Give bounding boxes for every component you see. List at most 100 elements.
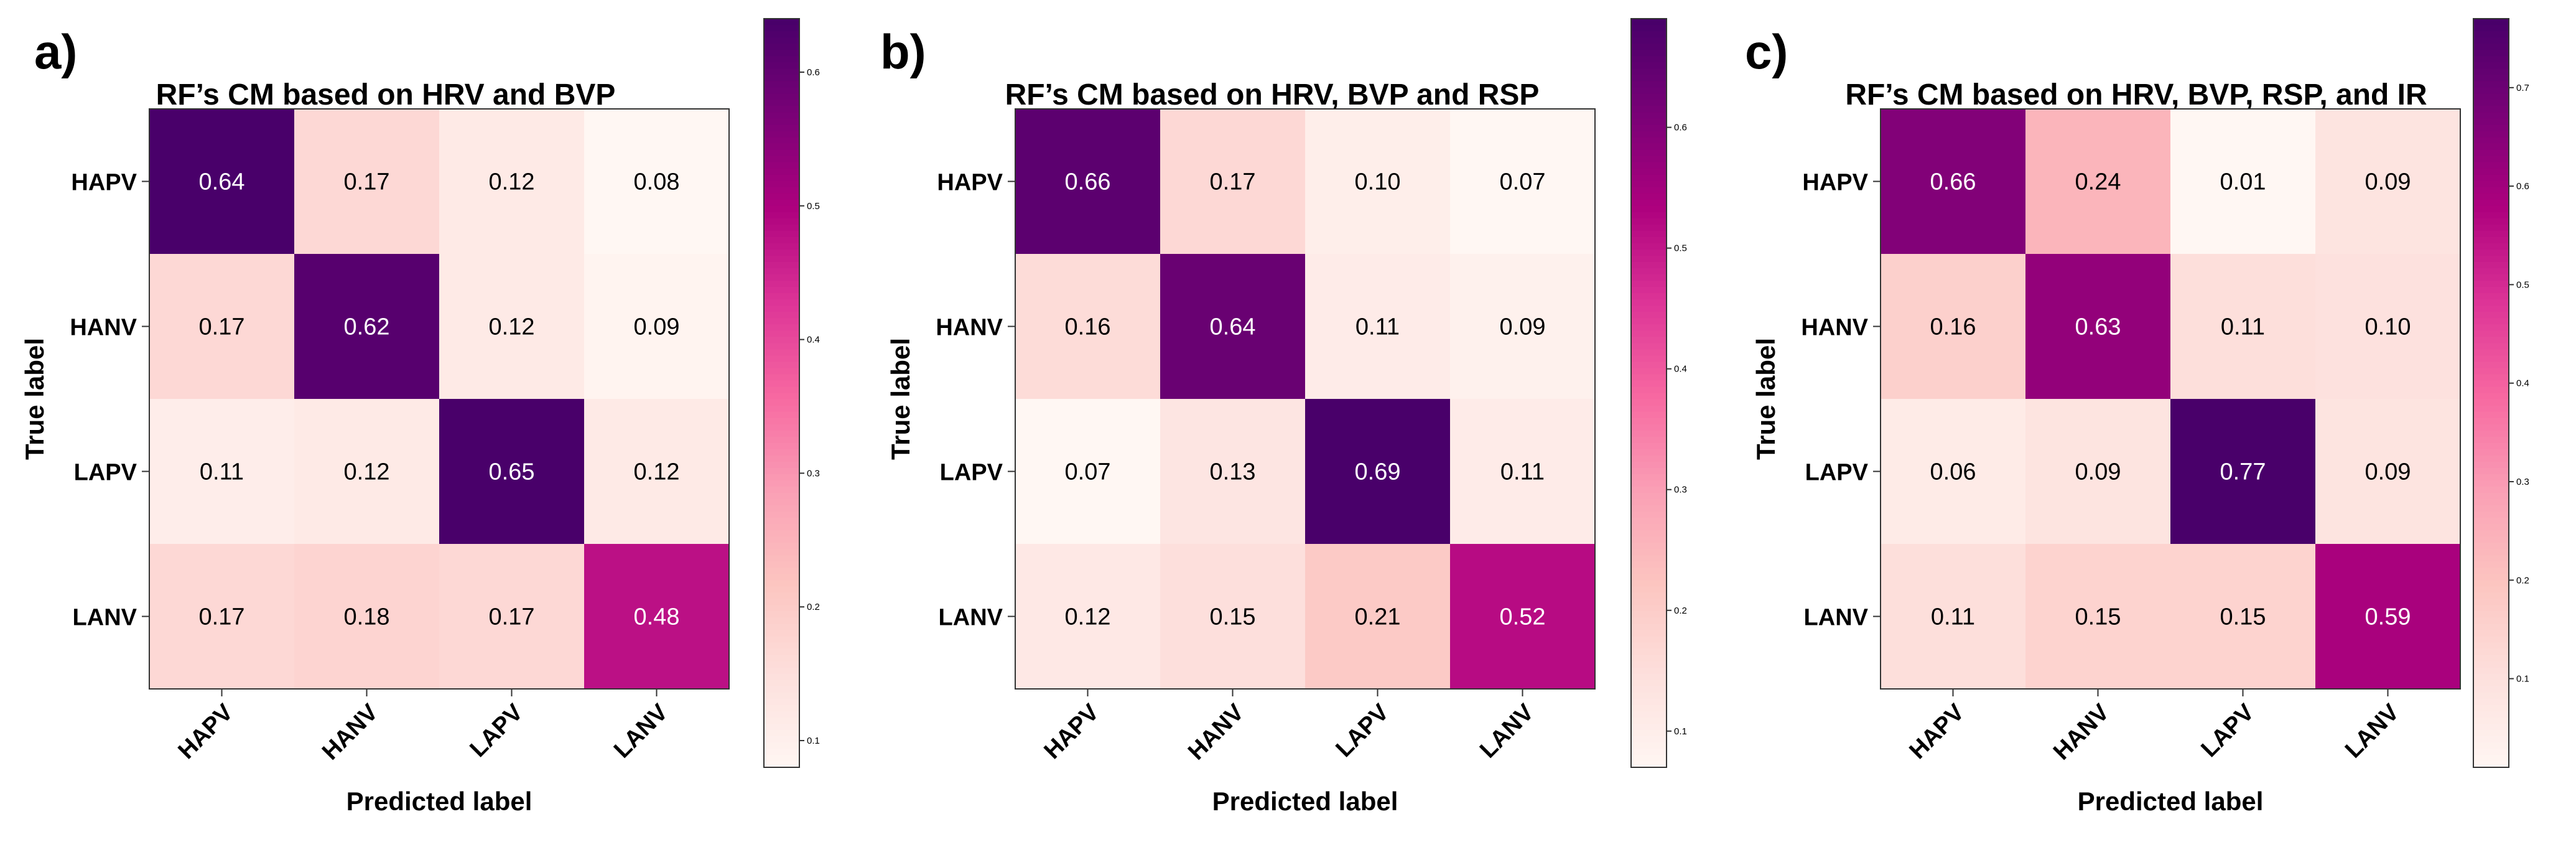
panel-letter: a) [34, 24, 77, 79]
colorbar-segment [1631, 212, 1667, 219]
colorbar-segment [2473, 374, 2509, 381]
colorbar-segment [764, 112, 799, 119]
colorbar-segment [764, 218, 799, 225]
colorbar-segment [2473, 100, 2509, 107]
colorbar-segment [2473, 355, 2509, 363]
colorbar-segment [2473, 518, 2509, 525]
colorbar-tick-label: 0.4 [2516, 378, 2529, 389]
colorbar-segment [2473, 393, 2509, 400]
colorbar-segment [1631, 368, 1667, 375]
colorbar-segment [764, 605, 799, 612]
cell-value-label: 0.15 [1210, 604, 1256, 630]
colorbar-tick-label: 0.3 [2516, 477, 2529, 487]
cell-value-label: 0.01 [2220, 169, 2266, 195]
colorbar-segment [764, 374, 799, 381]
colorbar-segment [764, 405, 799, 413]
cell-value-label: 0.11 [1355, 314, 1400, 340]
colorbar-segment [764, 636, 799, 643]
colorbar-segment [2473, 673, 2509, 681]
heatmap-cell [294, 254, 439, 399]
colorbar-frame [1630, 18, 1667, 768]
colorbar-segment [764, 498, 799, 506]
heatmap-cell [149, 544, 294, 689]
cell-value-label: 0.48 [634, 604, 680, 630]
colorbar-segment [764, 19, 799, 26]
colorbar-segment [1631, 255, 1667, 263]
colorbar-segment [764, 62, 799, 70]
colorbar-segment [764, 549, 799, 556]
colorbar-tick-label: 0.4 [807, 335, 820, 345]
colorbar-segment [1631, 543, 1667, 550]
cell-value-label: 0.07 [1500, 169, 1546, 195]
colorbar-segment [2473, 655, 2509, 662]
colorbar-segment [1631, 37, 1667, 45]
cell-value-label: 0.16 [1930, 314, 1976, 340]
colorbar-segment [764, 480, 799, 487]
colorbar-tick-label: 0.2 [807, 602, 820, 612]
plot-frame [149, 108, 730, 690]
colorbar-segment [764, 436, 799, 444]
panel-letter: b) [880, 24, 926, 79]
colorbar-segment [764, 349, 799, 357]
colorbar-segment [764, 249, 799, 256]
colorbar-tick-label: 0.6 [807, 67, 820, 78]
colorbar-segment [2473, 249, 2509, 256]
colorbar-segment [2473, 362, 2509, 369]
colorbar-segment [1631, 81, 1667, 88]
colorbar-segment [764, 224, 799, 232]
colorbar-segment [1631, 717, 1667, 724]
colorbar-segment [764, 362, 799, 369]
colorbar-segment [1631, 680, 1667, 687]
colorbar-segment [764, 81, 799, 88]
heatmap-cell [1015, 109, 1160, 254]
y-tick-label: LANV [1804, 605, 1869, 631]
cell-value-label: 0.11 [2221, 314, 2265, 340]
heatmap-cell [1305, 254, 1450, 399]
colorbar-segment [764, 93, 799, 101]
colorbar-segment [764, 143, 799, 151]
x-tick-label: HANV [317, 699, 383, 765]
colorbar-segment [1631, 318, 1667, 325]
panel-letter: c) [1745, 24, 1788, 79]
cell-value-label: 0.12 [489, 169, 535, 195]
cell-value-label: 0.62 [344, 314, 390, 340]
confusion-matrix-panel-c: c) RF’s CM based on HRV, BVP, RSP, and IR… [1745, 18, 2529, 816]
colorbar-segment [764, 106, 799, 113]
colorbar-segment [764, 723, 799, 731]
colorbar-segment [1631, 430, 1667, 437]
colorbar-segment [1631, 224, 1667, 232]
colorbar-segment [1631, 349, 1667, 357]
heatmap-cell [1305, 109, 1450, 254]
colorbar-segment [1631, 174, 1667, 182]
colorbar-segment [764, 617, 799, 625]
colorbar-segment [1631, 486, 1667, 494]
colorbar-segment [764, 505, 799, 512]
colorbar-segment [2473, 19, 2509, 26]
colorbar-segment [764, 430, 799, 437]
heatmap-cell [2025, 399, 2170, 544]
colorbar-segment [1631, 100, 1667, 107]
colorbar-segment [2473, 530, 2509, 538]
colorbar-segment [764, 180, 799, 188]
colorbar-segment [764, 698, 799, 706]
colorbar-segment [764, 543, 799, 550]
colorbar-segment [2473, 467, 2509, 475]
colorbar-segment [764, 343, 799, 350]
colorbar-segment [1631, 630, 1667, 637]
colorbar-segment [2473, 486, 2509, 494]
colorbar-segment [2473, 667, 2509, 675]
colorbar-segment [764, 243, 799, 250]
colorbar-segment [1631, 642, 1667, 650]
confusion-matrix-panel-b: b) RF’s CM based on HRV, BVP and RSP 0.66 0… [880, 18, 1687, 816]
heatmap-cell [1450, 399, 1595, 544]
colorbar-segment [2473, 112, 2509, 119]
cell-value-label: 0.12 [344, 459, 390, 485]
x-tick-label: HANV [1183, 699, 1249, 765]
colorbar-tick-label: 0.7 [2516, 83, 2529, 93]
cell-value-label: 0.15 [2220, 604, 2266, 630]
colorbar-segment [1631, 524, 1667, 531]
colorbar-segment [764, 87, 799, 95]
colorbar-segment [764, 568, 799, 575]
colorbar-segment [1631, 168, 1667, 175]
colorbar-segment [764, 449, 799, 456]
